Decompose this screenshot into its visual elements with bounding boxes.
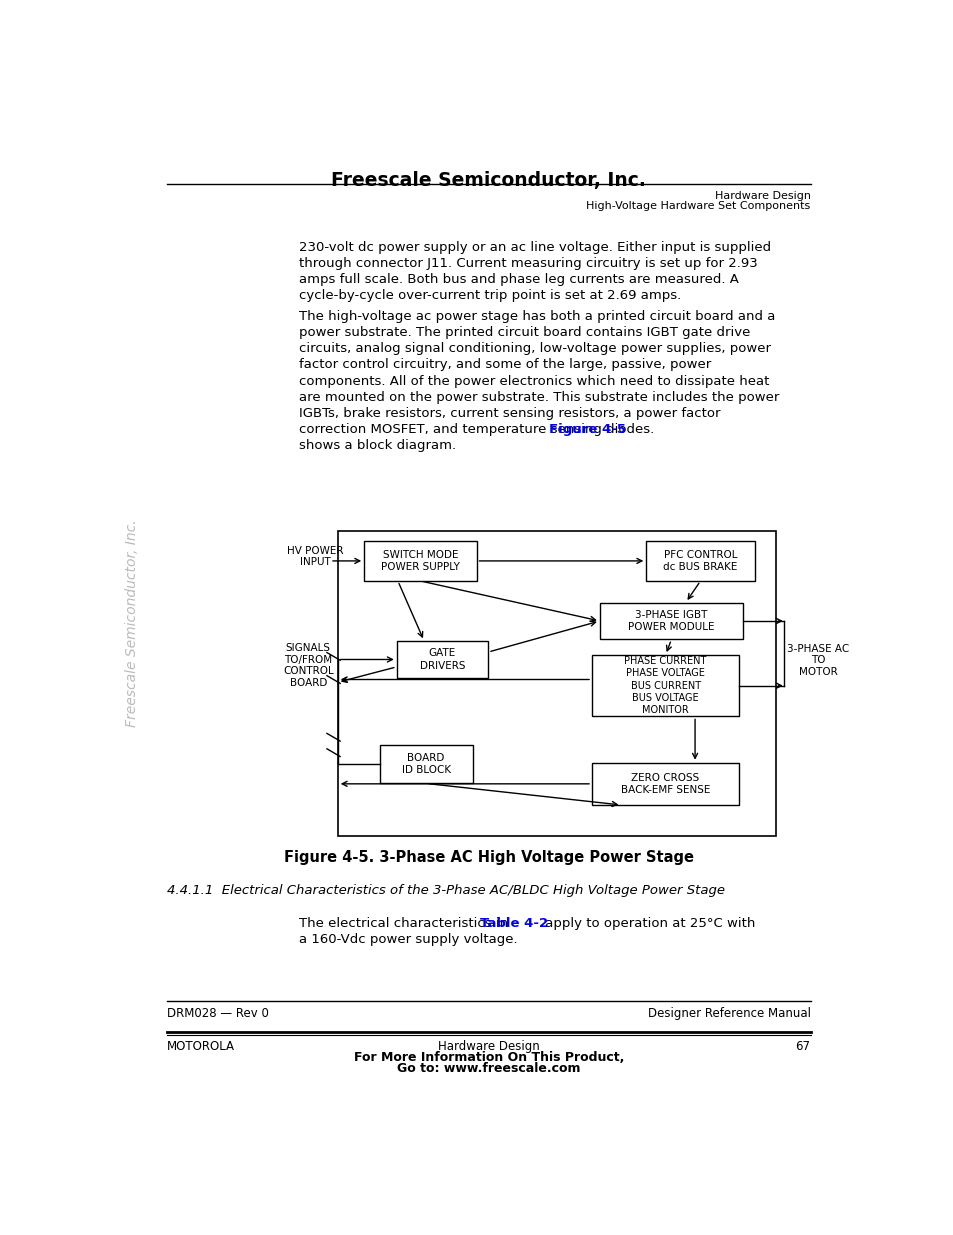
Text: The high-voltage ac power stage has both a printed circuit board and a: The high-voltage ac power stage has both… [298, 310, 775, 322]
Bar [379, 745, 472, 783]
Bar [364, 541, 476, 580]
Text: IGBTs, brake resistors, current sensing resistors, a power factor: IGBTs, brake resistors, current sensing … [298, 406, 720, 420]
Bar [396, 641, 488, 678]
Text: ZERO CROSS
BACK-EMF SENSE: ZERO CROSS BACK-EMF SENSE [620, 773, 710, 795]
Text: shows a block diagram.: shows a block diagram. [298, 440, 456, 452]
Text: are mounted on the power substrate. This substrate includes the power: are mounted on the power substrate. This… [298, 390, 779, 404]
Text: High-Voltage Hardware Set Components: High-Voltage Hardware Set Components [586, 200, 810, 210]
Text: 67: 67 [795, 1040, 810, 1053]
Text: 230-volt dc power supply or an ac line voltage. Either input is supplied: 230-volt dc power supply or an ac line v… [298, 241, 770, 253]
Bar [599, 603, 742, 640]
Text: PFC CONTROL
dc BUS BRAKE: PFC CONTROL dc BUS BRAKE [662, 550, 737, 572]
Text: amps full scale. Both bus and phase leg currents are measured. A: amps full scale. Both bus and phase leg … [298, 273, 739, 287]
Text: circuits, analog signal conditioning, low-voltage power supplies, power: circuits, analog signal conditioning, lo… [298, 342, 770, 356]
Text: apply to operation at 25°C with: apply to operation at 25°C with [540, 916, 755, 930]
Text: Figure 4-5: Figure 4-5 [549, 424, 626, 436]
Text: HV POWER
INPUT: HV POWER INPUT [287, 546, 343, 567]
Text: PHASE CURRENT
PHASE VOLTAGE
BUS CURRENT
BUS VOLTAGE
MONITOR: PHASE CURRENT PHASE VOLTAGE BUS CURRENT … [624, 656, 706, 715]
Bar [592, 763, 739, 805]
Bar [592, 655, 739, 716]
Text: MOTOROLA: MOTOROLA [167, 1040, 235, 1053]
Text: factor control circuitry, and some of the large, passive, power: factor control circuitry, and some of th… [298, 358, 711, 372]
Text: Designer Reference Manual: Designer Reference Manual [647, 1007, 810, 1020]
Text: components. All of the power electronics which need to dissipate heat: components. All of the power electronics… [298, 374, 769, 388]
Text: BOARD
ID BLOCK: BOARD ID BLOCK [401, 753, 450, 776]
Text: power substrate. The printed circuit board contains IGBT gate drive: power substrate. The printed circuit boa… [298, 326, 750, 340]
Text: Freescale Semiconductor, Inc.: Freescale Semiconductor, Inc. [125, 520, 138, 727]
Text: Go to: www.freescale.com: Go to: www.freescale.com [396, 1062, 580, 1076]
Text: Hardware Design: Hardware Design [714, 190, 810, 200]
Text: through connector J11. Current measuring circuitry is set up for 2.93: through connector J11. Current measuring… [298, 257, 757, 269]
Text: For More Information On This Product,: For More Information On This Product, [354, 1051, 623, 1065]
Text: Hardware Design: Hardware Design [437, 1040, 539, 1053]
Text: Table 4-2: Table 4-2 [480, 916, 548, 930]
Text: a 160-Vdc power supply voltage.: a 160-Vdc power supply voltage. [298, 932, 517, 946]
Text: SIGNALS
TO/FROM
CONTROL
BOARD: SIGNALS TO/FROM CONTROL BOARD [283, 643, 334, 688]
Bar [645, 541, 754, 580]
Text: Figure 4-5. 3-Phase AC High Voltage Power Stage: Figure 4-5. 3-Phase AC High Voltage Powe… [284, 851, 693, 866]
Text: 3-PHASE IGBT
POWER MODULE: 3-PHASE IGBT POWER MODULE [627, 610, 714, 632]
Text: Freescale Semiconductor, Inc.: Freescale Semiconductor, Inc. [331, 172, 646, 190]
Bar [337, 531, 775, 836]
Text: 4.4.1.1  Electrical Characteristics of the 3-Phase AC/BLDC High Voltage Power St: 4.4.1.1 Electrical Characteristics of th… [167, 884, 724, 898]
Text: The electrical characteristics in: The electrical characteristics in [298, 916, 512, 930]
Text: 3-PHASE AC
TO
MOTOR: 3-PHASE AC TO MOTOR [786, 643, 849, 677]
Text: SWITCH MODE
POWER SUPPLY: SWITCH MODE POWER SUPPLY [380, 550, 459, 572]
Text: cycle-by-cycle over-current trip point is set at 2.69 amps.: cycle-by-cycle over-current trip point i… [298, 289, 680, 303]
Text: correction MOSFET, and temperature sensing diodes.: correction MOSFET, and temperature sensi… [298, 424, 658, 436]
Text: GATE
DRIVERS: GATE DRIVERS [419, 648, 465, 671]
Text: DRM028 — Rev 0: DRM028 — Rev 0 [167, 1007, 269, 1020]
